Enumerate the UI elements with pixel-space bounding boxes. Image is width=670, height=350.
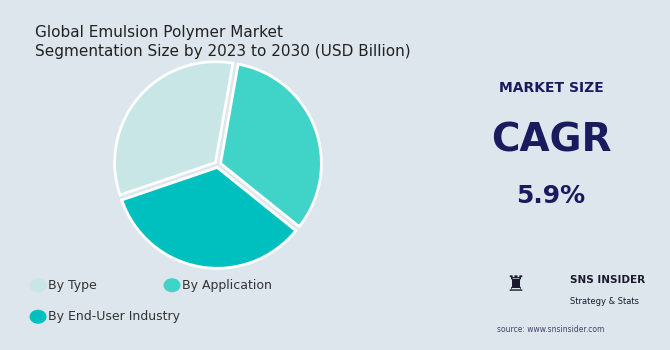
Wedge shape — [115, 62, 233, 195]
Text: ♜: ♜ — [505, 275, 525, 295]
Circle shape — [30, 279, 46, 292]
Text: CAGR: CAGR — [491, 121, 611, 159]
Text: MARKET SIZE: MARKET SIZE — [498, 80, 604, 94]
Text: Strategy & Stats: Strategy & Stats — [570, 296, 639, 306]
Circle shape — [164, 279, 180, 292]
Text: Global Emulsion Polymer Market
Segmentation Size by 2023 to 2030 (USD Billion): Global Emulsion Polymer Market Segmentat… — [35, 25, 410, 59]
Text: By End-User Industry: By End-User Industry — [48, 310, 180, 323]
Text: 5.9%: 5.9% — [517, 184, 586, 208]
Text: source: www.snsinsider.com: source: www.snsinsider.com — [497, 324, 605, 334]
Circle shape — [30, 310, 46, 323]
Text: By Application: By Application — [182, 279, 272, 292]
Text: By Type: By Type — [48, 279, 97, 292]
Wedge shape — [220, 64, 322, 226]
Text: SNS INSIDER: SNS INSIDER — [570, 275, 645, 285]
Wedge shape — [122, 168, 295, 268]
